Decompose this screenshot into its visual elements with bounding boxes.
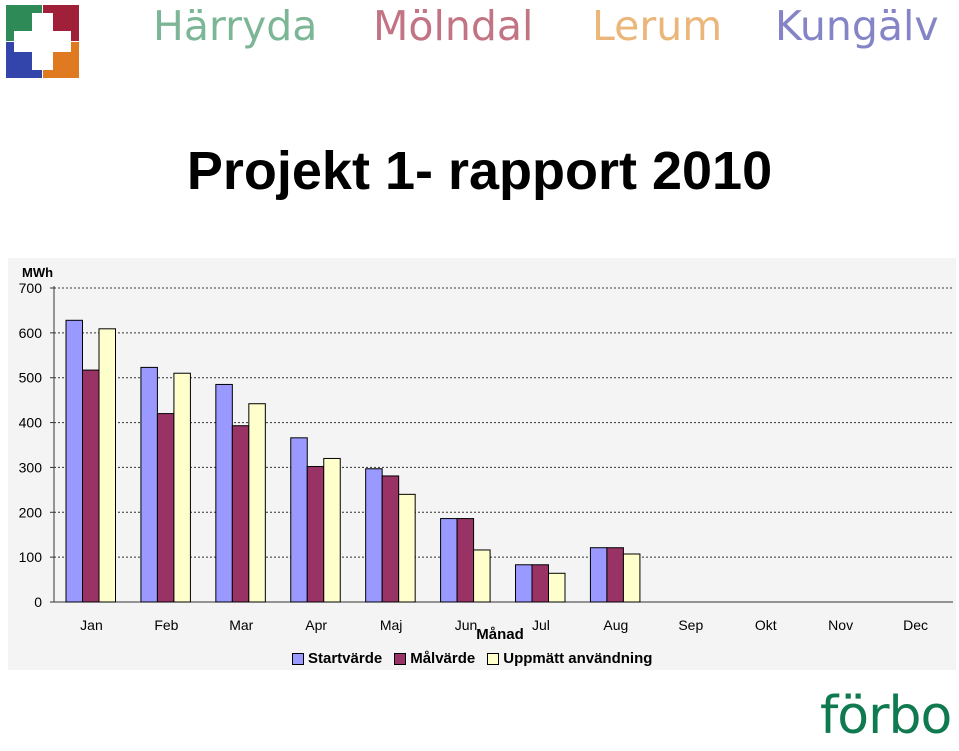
bar-jan-1 bbox=[82, 369, 100, 603]
forbo-logo: förbo bbox=[820, 686, 952, 746]
bar-apr-2 bbox=[323, 457, 341, 603]
y-axis-label: MWh bbox=[22, 265, 53, 280]
bar-jul-1 bbox=[531, 564, 549, 603]
bar-maj-1 bbox=[381, 475, 400, 603]
bar-apr-1 bbox=[306, 466, 325, 603]
x-tick-label: Aug bbox=[603, 617, 628, 633]
x-tick-label: Jan bbox=[80, 617, 103, 633]
y-tick-label: 100 bbox=[19, 549, 43, 565]
bar-jun-2 bbox=[473, 549, 491, 603]
bar-feb-1 bbox=[156, 413, 175, 603]
legend-swatch-startvarde bbox=[292, 652, 304, 665]
x-tick-label: Mar bbox=[229, 617, 253, 633]
bar-aug-2 bbox=[622, 553, 641, 603]
x-tick-label: Sep bbox=[678, 617, 703, 633]
chart-panel: MWh 0 100 200 300 400 500 600 700 Jan Feb Mar Apr Maj… bbox=[8, 258, 956, 670]
municipal-logo bbox=[6, 5, 79, 78]
x-tick-label: Maj bbox=[380, 617, 403, 633]
chart-legend: Startvärde Målvärde Uppmätt användning bbox=[292, 650, 652, 667]
bar-jul-2 bbox=[548, 572, 566, 603]
bar-mar-2 bbox=[248, 403, 266, 603]
legend-swatch-uppmatt bbox=[487, 652, 500, 665]
legend-label-uppmatt: Uppmätt användning bbox=[503, 650, 653, 667]
legend-item-malvarde: Målvärde bbox=[394, 650, 475, 667]
x-tick-label: Dec bbox=[903, 617, 928, 633]
y-tick-label: 200 bbox=[19, 504, 43, 520]
legend-label-startvarde: Startvärde bbox=[308, 650, 383, 667]
bar-apr-0 bbox=[290, 437, 308, 603]
y-tick-label: 300 bbox=[19, 459, 43, 475]
x-tick-label: Jul bbox=[532, 617, 550, 633]
bar-jul-0 bbox=[515, 564, 533, 603]
y-tick-label: 0 bbox=[34, 594, 42, 610]
bar-mar-0 bbox=[215, 383, 233, 603]
bar-aug-1 bbox=[606, 547, 624, 603]
legend-item-startvarde: Startvärde bbox=[292, 650, 382, 667]
bar-feb-2 bbox=[173, 372, 191, 603]
bar-maj-2 bbox=[398, 493, 416, 603]
x-tick-label: Apr bbox=[305, 617, 327, 633]
legend-label-malvarde: Målvärde bbox=[410, 650, 476, 667]
bar-jan-2 bbox=[98, 328, 116, 603]
legend-item-uppmatt: Uppmätt användning bbox=[487, 650, 652, 667]
legend-swatch-malvarde bbox=[394, 652, 407, 665]
bar-aug-0 bbox=[589, 547, 608, 603]
y-tick-label: 700 bbox=[19, 280, 43, 296]
x-tick-label: Feb bbox=[154, 617, 178, 633]
y-tick-label: 500 bbox=[19, 370, 43, 386]
page-title: Projekt 1- rapport 2010 bbox=[186, 141, 773, 201]
municipality-harryda: Härryda bbox=[153, 2, 318, 50]
x-tick-label: Jun bbox=[455, 617, 478, 633]
bar-chart: MWh 0 100 200 300 400 500 600 700 Jan Feb Mar Apr Maj… bbox=[19, 265, 953, 643]
y-tick-label: 400 bbox=[19, 415, 43, 431]
bar-jan-0 bbox=[65, 319, 83, 603]
y-tick-label: 600 bbox=[19, 325, 43, 341]
municipality-lerum: Lerum bbox=[592, 2, 723, 50]
bar-jun-1 bbox=[456, 518, 475, 603]
bar-mar-1 bbox=[231, 425, 250, 603]
bar-maj-0 bbox=[365, 468, 383, 603]
x-axis-label: Månad bbox=[476, 626, 524, 643]
bar-feb-0 bbox=[140, 366, 158, 603]
x-tick-label: Nov bbox=[828, 617, 853, 633]
municipality-kungalv: Kungälv bbox=[775, 2, 939, 50]
municipality-molndal: Mölndal bbox=[373, 2, 534, 50]
bar-jun-0 bbox=[440, 518, 458, 603]
x-tick-label: Okt bbox=[755, 617, 777, 633]
